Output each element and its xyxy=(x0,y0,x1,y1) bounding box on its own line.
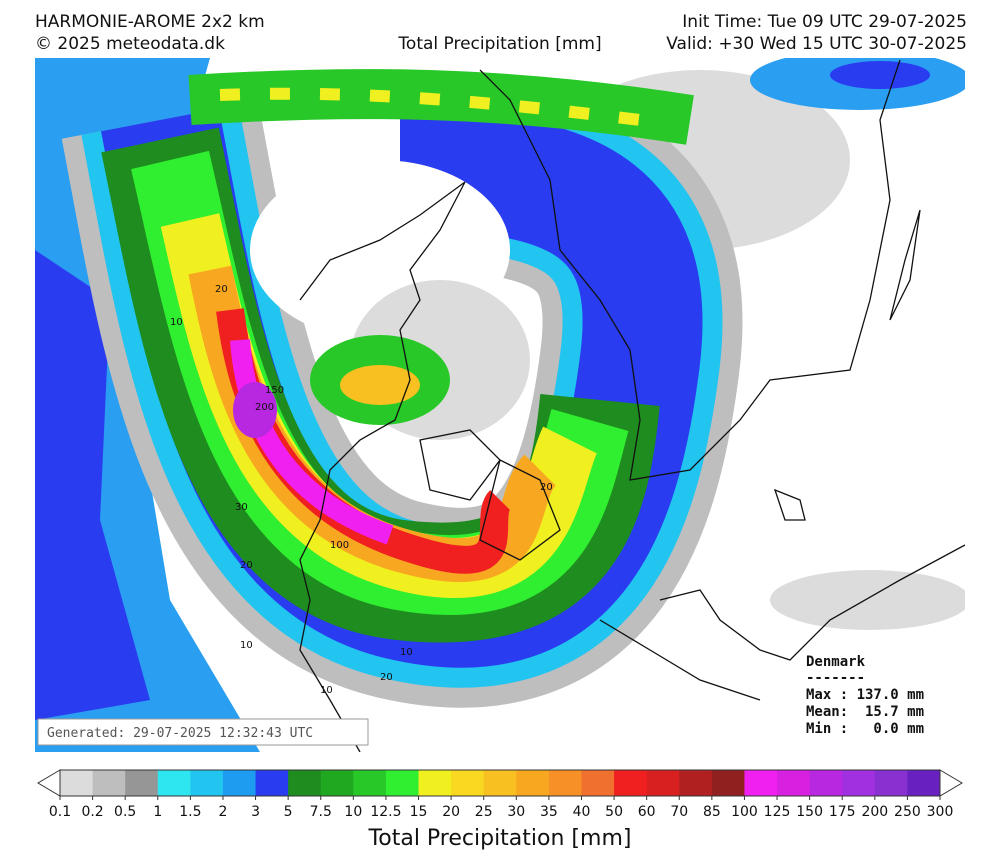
color-segment xyxy=(320,770,354,796)
colorbar-tick-label: 1.5 xyxy=(179,804,201,820)
color-segment xyxy=(255,770,289,796)
colorbar-high-arrow xyxy=(939,769,963,797)
color-segment xyxy=(190,770,224,796)
colorbar-tick-label: 50 xyxy=(605,804,623,820)
colorbar-tick-label: 1 xyxy=(153,804,162,820)
color-segment xyxy=(548,770,582,796)
contour-label: 20 xyxy=(240,560,253,571)
stats-region: Denmark xyxy=(806,654,866,670)
contour-label: 10 xyxy=(170,317,183,328)
colorbar-tick-label: 125 xyxy=(764,804,791,820)
color-segment xyxy=(60,770,94,796)
color-segment xyxy=(874,770,908,796)
color-segment xyxy=(353,770,387,796)
color-segment xyxy=(516,770,550,796)
stats-mean: Mean: 15.7 mm xyxy=(806,704,924,720)
generated-box xyxy=(37,718,369,746)
contour-label: 150 xyxy=(265,385,284,396)
color-segment xyxy=(418,770,452,796)
precip-field xyxy=(35,58,965,752)
color-segment xyxy=(92,770,126,796)
contour-label: 200 xyxy=(255,402,274,413)
copyright: © 2025 meteodata.dk xyxy=(35,34,225,54)
colorbar-tick-label: 25 xyxy=(475,804,493,820)
colorbar-tick-label: 300 xyxy=(927,804,954,820)
contour-label: 10 xyxy=(240,640,253,651)
colorbar-tick-label: 100 xyxy=(731,804,758,820)
color-segment xyxy=(288,770,322,796)
colorbar-tick-label: 0.2 xyxy=(81,804,103,820)
color-segment xyxy=(222,770,257,796)
color-segment xyxy=(842,770,876,796)
color-segment xyxy=(483,770,517,796)
stats-separator: ------- xyxy=(806,670,865,686)
model-name: HARMONIE-AROME 2x2 km xyxy=(35,12,265,32)
colorbar-tick-label: 175 xyxy=(829,804,856,820)
color-segment xyxy=(711,770,745,796)
colorbar-tick-label: 35 xyxy=(540,804,558,820)
colorbar-tick-label: 15 xyxy=(410,804,428,820)
generated-time: Generated: 29-07-2025 12:32:43 UTC xyxy=(47,726,313,741)
contour-label: 10 xyxy=(400,647,413,658)
contour-label: 20 xyxy=(380,672,393,683)
valid-time: Valid: +30 Wed 15 UTC 30-07-2025 xyxy=(666,34,967,54)
map-title: Total Precipitation [mm] xyxy=(397,34,601,54)
contour-label: 100 xyxy=(330,540,349,551)
colorbar-tick-label: 5 xyxy=(284,804,293,820)
colorbar-tick-label: 3 xyxy=(251,804,260,820)
color-segment xyxy=(157,770,191,796)
contour-labels: 20 10 200 150 100 30 20 10 10 20 10 20 xyxy=(170,284,553,696)
colorbar-title: Total Precipitation [mm] xyxy=(368,826,632,851)
color-segment xyxy=(614,770,648,796)
colorbar-low-arrow xyxy=(37,769,61,797)
colorbar-tick-label: 85 xyxy=(703,804,721,820)
contour-label: 20 xyxy=(540,482,553,493)
colorbar-tick-label: 0.1 xyxy=(49,804,71,820)
stats-max: Max : 137.0 mm xyxy=(806,687,924,703)
color-segment xyxy=(777,770,811,796)
color-segment xyxy=(744,770,778,796)
contour-label: 20 xyxy=(215,284,228,295)
color-segment xyxy=(385,770,420,796)
colorbar-tick-label: 70 xyxy=(670,804,688,820)
contour-label: 10 xyxy=(320,685,333,696)
color-segment xyxy=(581,770,615,796)
map: 20 10 200 150 100 30 20 10 10 20 10 20 xyxy=(35,58,965,752)
colorbar-tick-label: 60 xyxy=(638,804,656,820)
color-segment xyxy=(125,770,159,796)
color-segment xyxy=(679,770,713,796)
stats-min: Min : 0.0 mm xyxy=(806,721,924,737)
colorbar-tick-label: 0.5 xyxy=(114,804,136,820)
colorbar-tick-label: 150 xyxy=(796,804,823,820)
color-segment xyxy=(646,770,680,796)
colorbar-tick-label: 7.5 xyxy=(310,804,332,820)
colorbar-tick-label: 250 xyxy=(894,804,921,820)
stats-box: Denmark ------- Max : 137.0 mm Mean: 15.… xyxy=(806,654,924,737)
coastlines xyxy=(299,59,965,752)
colorbar-tick-label: 200 xyxy=(861,804,888,820)
colorbar-tick-label: 20 xyxy=(442,804,460,820)
colorbar-tick-label: 2 xyxy=(219,804,228,820)
color-segment xyxy=(907,770,941,796)
colorbar-frame xyxy=(59,769,941,797)
colorbar-tick-label: 30 xyxy=(507,804,525,820)
init-time: Init Time: Tue 09 UTC 29-07-2025 xyxy=(682,12,967,32)
contour-label: 30 xyxy=(235,502,248,513)
colorbar-tick-label: 12.5 xyxy=(370,804,401,820)
color-segment xyxy=(451,770,485,796)
colorbar-tick-label: 40 xyxy=(573,804,591,820)
color-segment xyxy=(809,770,843,796)
colorbar: 0.1 0.2 0.5 1 1.5 2 3 5 7.5 10 12.5 15 20 25 30 35 40 50 6… xyxy=(37,769,963,820)
colorbar-tick-label: 10 xyxy=(344,804,362,820)
